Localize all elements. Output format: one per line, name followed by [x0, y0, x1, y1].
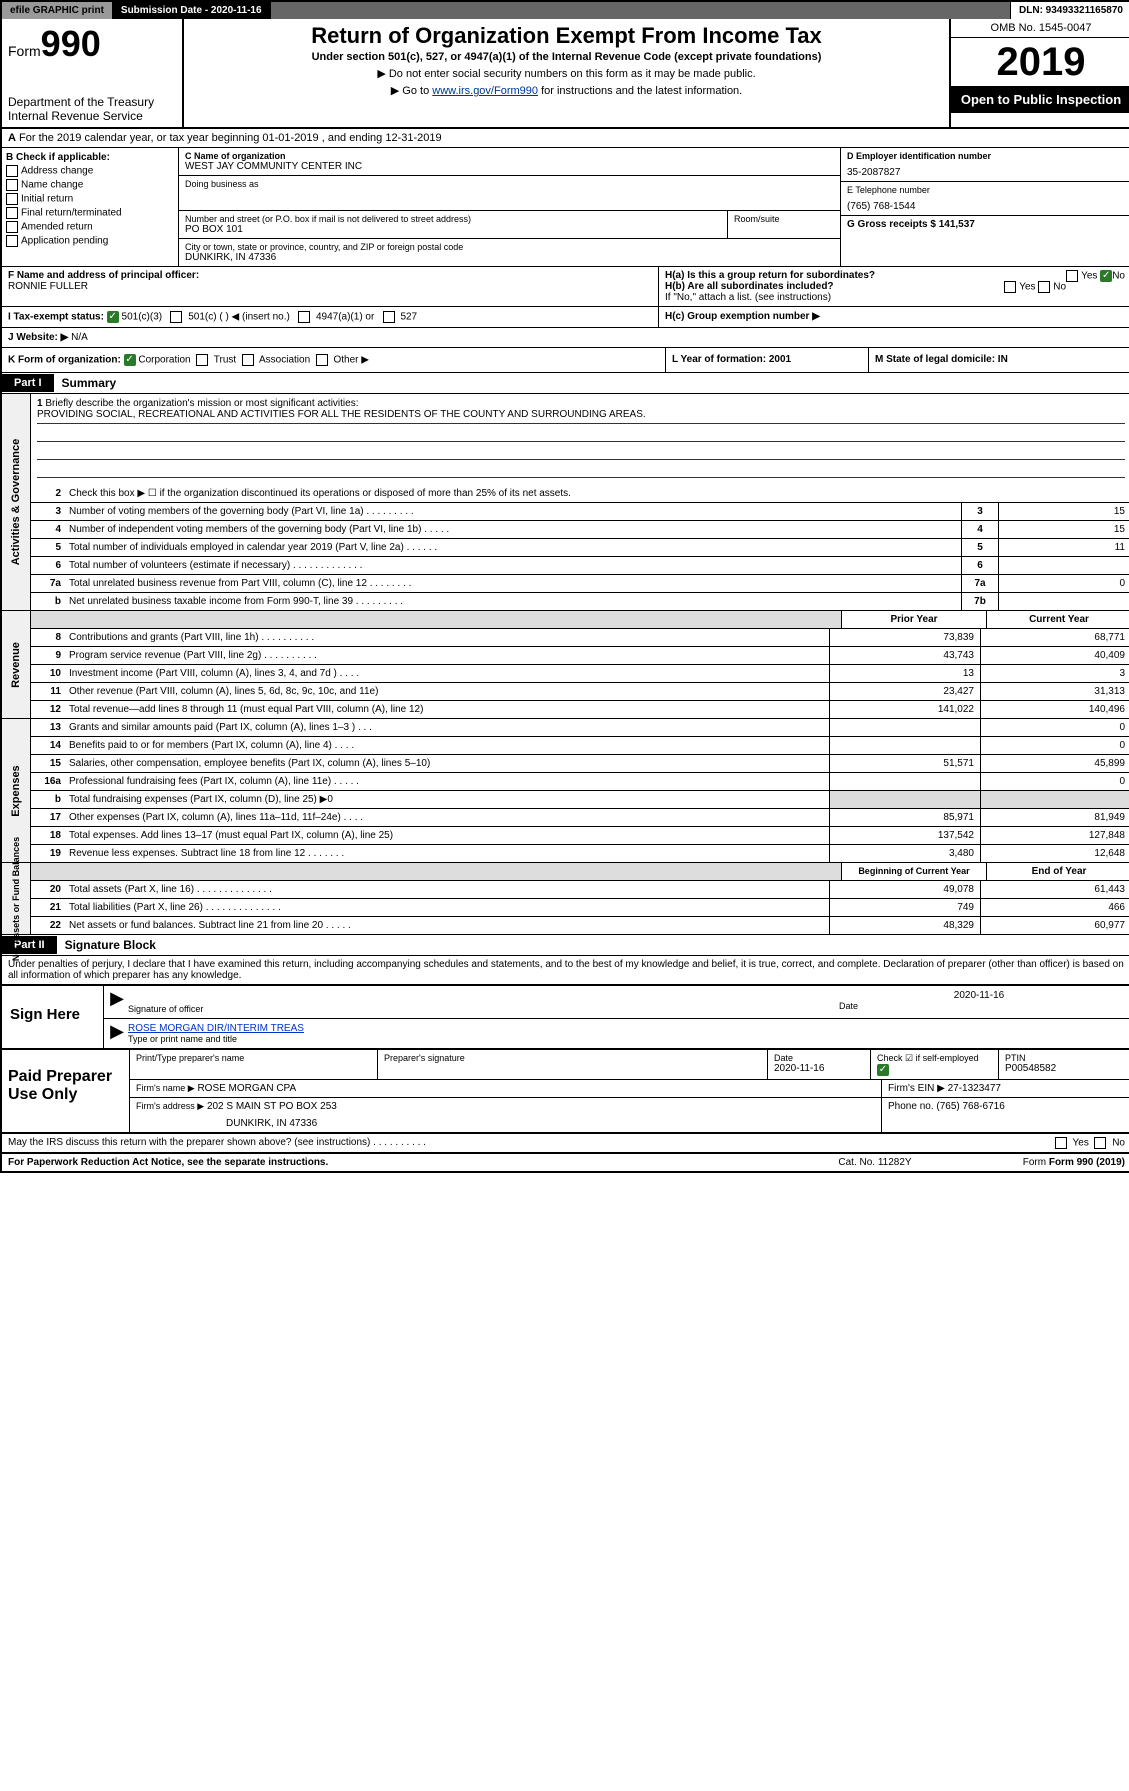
- open-to-public: Open to Public Inspection: [951, 86, 1129, 113]
- net-assets-section: Net Assets or Fund Balances Beginning of…: [2, 863, 1129, 935]
- section-j: J Website: ▶ N/A: [2, 328, 1129, 348]
- sign-here-block: Sign Here ▶ Signature of officer 2020-11…: [2, 985, 1129, 1050]
- line-6-value: [998, 557, 1129, 574]
- checkbox-icon[interactable]: [1055, 1137, 1067, 1149]
- section-b: B Check if applicable: Address change Na…: [2, 148, 179, 266]
- org-address: PO BOX 101: [185, 224, 721, 235]
- org-name: WEST JAY COMMUNITY CENTER INC: [185, 161, 834, 172]
- period-line: A For the 2019 calendar year, or tax yea…: [2, 129, 1129, 148]
- paid-preparer-block: Paid Preparer Use Only Print/Type prepar…: [2, 1050, 1129, 1134]
- form-header: Form990 Department of the Treasury Inter…: [2, 19, 1129, 129]
- officer-name-link[interactable]: ROSE MORGAN DIR/INTERIM TREAS: [128, 1023, 304, 1034]
- checkbox-icon[interactable]: [6, 193, 18, 205]
- tax-year: 2019: [951, 38, 1129, 86]
- checkbox-icon[interactable]: [1066, 270, 1078, 282]
- checkbox-icon[interactable]: [196, 354, 208, 366]
- arrow-icon: ▶: [110, 1021, 124, 1046]
- checkbox-icon[interactable]: [298, 311, 310, 323]
- form-number: Form990: [8, 23, 176, 65]
- side-label-net-assets: Net Assets or Fund Balances: [11, 836, 21, 960]
- dln-label: DLN: 93493321165870: [1011, 2, 1129, 19]
- form-subtitle-1: Under section 501(c), 527, or 4947(a)(1)…: [192, 51, 941, 63]
- gross-receipts: G Gross receipts $ 141,537: [847, 219, 1125, 230]
- mission-text: PROVIDING SOCIAL, RECREATIONAL AND ACTIV…: [37, 409, 1125, 424]
- checkbox-icon[interactable]: [1094, 1137, 1106, 1149]
- section-d-g: D Employer identification number 35-2087…: [840, 148, 1129, 266]
- officer-name: RONNIE FULLER: [8, 281, 652, 292]
- header-grid: B Check if applicable: Address change Na…: [2, 148, 1129, 267]
- checkbox-icon[interactable]: [242, 354, 254, 366]
- section-c: C Name of organization WEST JAY COMMUNIT…: [179, 148, 840, 266]
- checkmark-icon: ✓: [107, 311, 119, 323]
- checkmark-icon: ✓: [1100, 270, 1112, 282]
- checkbox-icon[interactable]: [6, 207, 18, 219]
- omb-number: OMB No. 1545-0047: [951, 19, 1129, 38]
- line-7a-value: 0: [998, 575, 1129, 592]
- checkbox-icon[interactable]: [6, 221, 18, 233]
- part-1-header: Part I Summary: [2, 373, 1129, 394]
- checkbox-icon[interactable]: [316, 354, 328, 366]
- part-2-header: Part II Signature Block: [2, 935, 1129, 956]
- checkbox-icon[interactable]: [6, 179, 18, 191]
- checkmark-icon: ✓: [124, 354, 136, 366]
- website-value: N/A: [71, 332, 88, 343]
- org-city: DUNKIRK, IN 47336: [185, 252, 834, 263]
- form-990-number: 990: [41, 23, 101, 64]
- side-label-revenue: Revenue: [10, 642, 22, 688]
- line-4-value: 15: [998, 521, 1129, 538]
- line-5-value: 11: [998, 539, 1129, 556]
- checkbox-icon[interactable]: [1004, 281, 1016, 293]
- topbar-spacer: [271, 2, 1011, 19]
- efile-label[interactable]: efile GRAPHIC print: [2, 2, 113, 19]
- form-title: Return of Organization Exempt From Incom…: [192, 23, 941, 49]
- phone-value: (765) 768-1544: [847, 201, 1125, 212]
- arrow-icon: ▶: [110, 988, 124, 1016]
- activities-governance-section: Activities & Governance 1 Briefly descri…: [2, 394, 1129, 611]
- checkbox-icon[interactable]: [6, 235, 18, 247]
- section-f-h: F Name and address of principal officer:…: [2, 267, 1129, 307]
- expenses-section: Expenses 13Grants and similar amounts pa…: [2, 719, 1129, 863]
- checkmark-icon: ✓: [877, 1064, 889, 1076]
- line-7b-value: [998, 593, 1129, 610]
- section-k-l-m: K Form of organization: ✓ Corporation Tr…: [2, 348, 1129, 373]
- discuss-row: May the IRS discuss this return with the…: [2, 1134, 1129, 1154]
- side-label-governance: Activities & Governance: [10, 439, 22, 566]
- footer-row: For Paperwork Reduction Act Notice, see …: [2, 1154, 1129, 1171]
- form-subtitle-2: ▶ Do not enter social security numbers o…: [192, 67, 941, 80]
- checkbox-icon[interactable]: [170, 311, 182, 323]
- form-subtitle-3: ▶ Go to www.irs.gov/Form990 for instruct…: [192, 84, 941, 97]
- submission-date: Submission Date - 2020-11-16: [113, 2, 271, 19]
- irs-link[interactable]: www.irs.gov/Form990: [432, 85, 538, 97]
- section-i: I Tax-exempt status: ✓ 501(c)(3) 501(c) …: [2, 307, 1129, 328]
- top-bar: efile GRAPHIC print Submission Date - 20…: [2, 2, 1129, 19]
- line-3-value: 15: [998, 503, 1129, 520]
- form-label: Form: [8, 43, 41, 59]
- side-label-expenses: Expenses: [10, 765, 22, 816]
- checkbox-icon[interactable]: [383, 311, 395, 323]
- ein-value: 35-2087827: [847, 167, 1125, 178]
- department-label: Department of the Treasury Internal Reve…: [8, 95, 176, 123]
- revenue-section: Revenue Prior YearCurrent Year 8Contribu…: [2, 611, 1129, 719]
- checkbox-icon[interactable]: [1038, 281, 1050, 293]
- checkbox-icon[interactable]: [6, 165, 18, 177]
- penalty-statement: Under penalties of perjury, I declare th…: [2, 956, 1129, 985]
